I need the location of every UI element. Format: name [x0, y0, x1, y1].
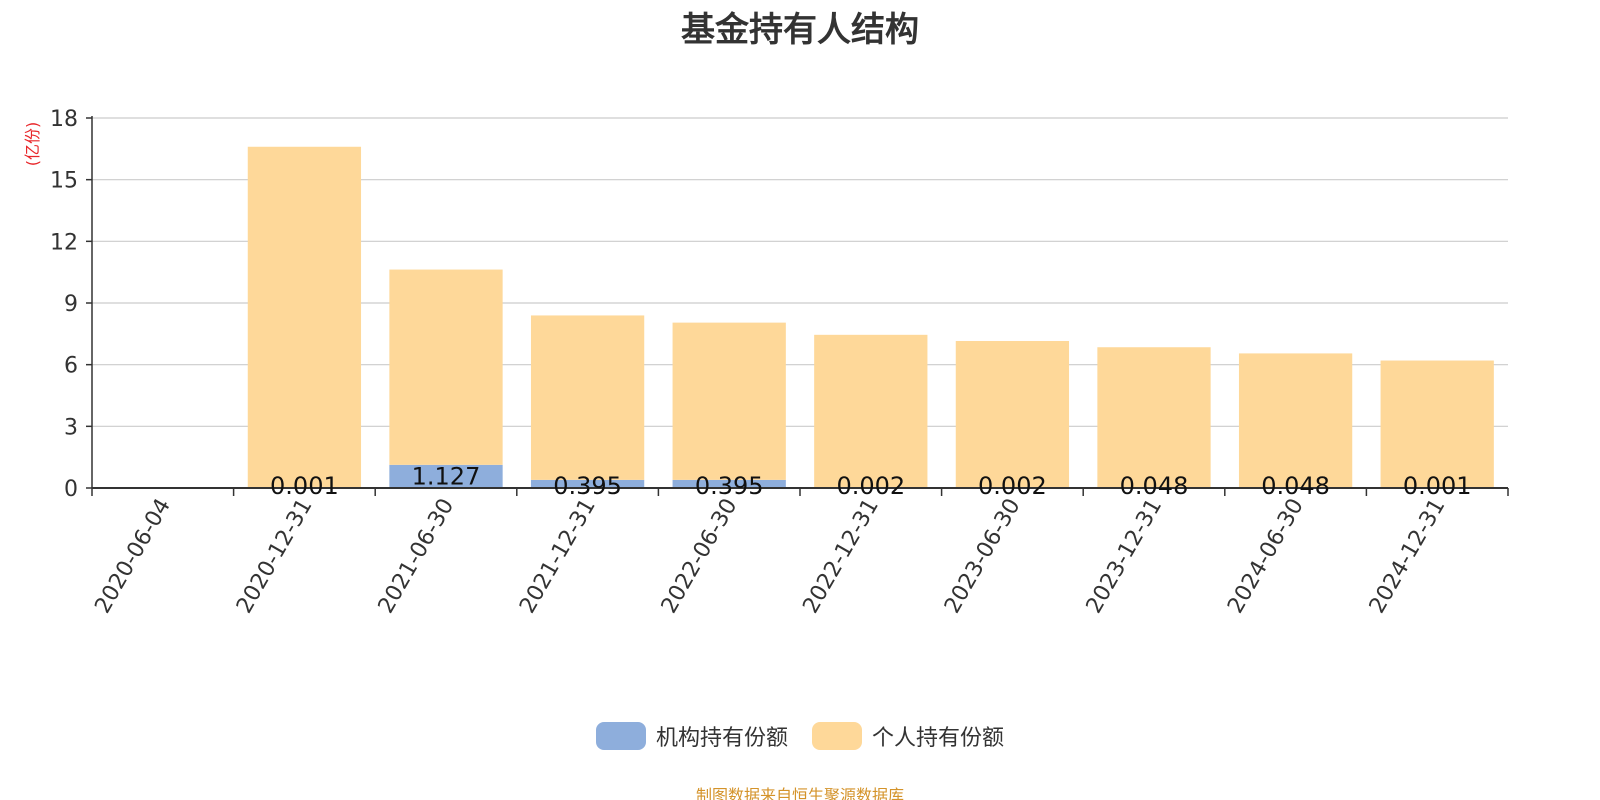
legend-label-institutional: 机构持有份额: [655, 726, 788, 751]
bar-individual: [672, 322, 786, 480]
x-tick-label: 2023-06-30: [940, 495, 1026, 618]
y-tick-label: 15: [50, 169, 78, 194]
x-tick-label: 2022-06-30: [657, 495, 743, 618]
y-tick-label: 18: [50, 107, 78, 132]
legend-item-individual[interactable]: 个人持有份额: [812, 720, 1004, 752]
legend-swatch-individual: [812, 722, 862, 750]
bar-institutional: [672, 479, 786, 488]
x-tick-label: 2024-06-30: [1223, 495, 1309, 618]
source-note: 制图数据来自恒生聚源数据库: [695, 786, 904, 800]
bar-individual: [1097, 347, 1211, 488]
data-label: 0.001: [1403, 472, 1472, 500]
x-tick-label: 2023-12-31: [1082, 495, 1168, 618]
data-label: 0.001: [270, 472, 339, 500]
y-tick-label: 3: [64, 415, 78, 440]
data-label: 1.127: [412, 462, 481, 490]
data-label: 0.048: [1120, 472, 1189, 500]
bar-institutional: [389, 464, 503, 488]
y-tick-label: 6: [64, 354, 78, 379]
y-axis-label: (亿份): [23, 122, 42, 167]
bar-individual: [1238, 353, 1353, 488]
x-tick-label: 2020-12-31: [232, 495, 318, 618]
bar-individual: [247, 146, 362, 488]
x-tick-label: 2020-06-04: [90, 495, 176, 618]
data-labels: 0.001 1.127 0.395 0.395 0.002 0.002 0.048 0.048…: [270, 462, 1472, 500]
data-label: 0.395: [695, 472, 764, 500]
data-label: 0.002: [836, 472, 905, 500]
data-label: 0.395: [553, 472, 622, 500]
y-tick-label: 12: [50, 230, 78, 255]
legend-swatch-institutional: [595, 722, 646, 750]
legend-item-institutional[interactable]: 机构持有份额: [595, 720, 788, 752]
bar-individual: [814, 334, 928, 488]
data-label: 0.002: [978, 472, 1047, 500]
bar-individual: [530, 315, 645, 480]
bar-individual: [389, 269, 503, 465]
data-label: 0.048: [1261, 472, 1330, 500]
bars: [247, 146, 1494, 488]
y-tick-label: 9: [64, 292, 78, 317]
x-tick-label: 2024-12-31: [1365, 495, 1451, 618]
bar-institutional: [530, 479, 645, 488]
y-tick-label: 0: [64, 477, 78, 502]
x-tick-label: 2021-12-31: [515, 495, 601, 618]
legend-label-individual: 个人持有份额: [872, 726, 1005, 751]
x-tick-label: 2021-06-30: [374, 495, 460, 618]
bar-individual: [955, 340, 1070, 488]
bar-individual: [1380, 360, 1494, 488]
x-tick-label: 2022-12-31: [798, 495, 884, 618]
chart-title: 基金持有人结构: [681, 10, 919, 50]
legend: 机构持有份额 个人持有份额: [0, 720, 1600, 752]
